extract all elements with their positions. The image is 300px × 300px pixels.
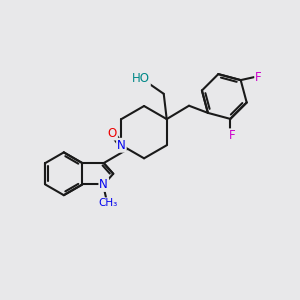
- Text: N: N: [117, 139, 126, 152]
- Text: CH₃: CH₃: [99, 198, 118, 208]
- Text: F: F: [229, 129, 235, 142]
- Text: O: O: [108, 127, 117, 140]
- Text: N: N: [99, 178, 108, 191]
- Text: F: F: [255, 70, 262, 84]
- Text: HO: HO: [132, 73, 150, 85]
